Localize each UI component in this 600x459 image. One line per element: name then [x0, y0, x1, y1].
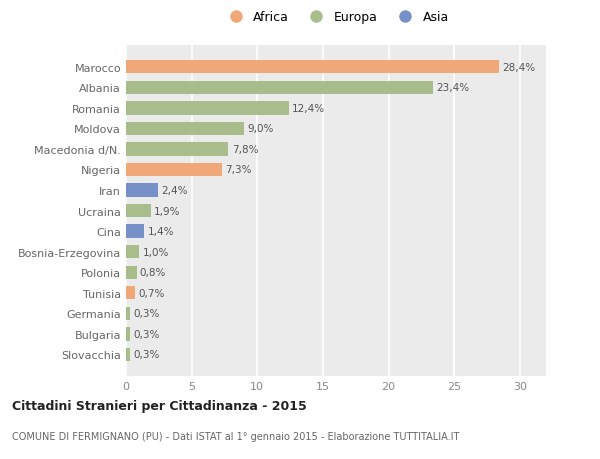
Text: 0,8%: 0,8%	[140, 268, 166, 278]
Bar	[126, 225, 145, 238]
Text: 2,4%: 2,4%	[161, 185, 187, 196]
Bar	[126, 204, 151, 218]
Bar	[126, 102, 289, 115]
Text: 1,0%: 1,0%	[142, 247, 169, 257]
Bar	[126, 286, 135, 300]
Text: 0,7%: 0,7%	[139, 288, 165, 298]
Text: 12,4%: 12,4%	[292, 104, 325, 113]
Text: 1,4%: 1,4%	[148, 227, 174, 237]
Text: 7,3%: 7,3%	[225, 165, 251, 175]
Bar	[126, 123, 244, 136]
Bar	[126, 348, 130, 361]
Text: 28,4%: 28,4%	[502, 62, 535, 73]
Text: COMUNE DI FERMIGNANO (PU) - Dati ISTAT al 1° gennaio 2015 - Elaborazione TUTTITA: COMUNE DI FERMIGNANO (PU) - Dati ISTAT a…	[12, 431, 460, 442]
Text: 1,9%: 1,9%	[154, 206, 181, 216]
Text: 0,3%: 0,3%	[133, 309, 160, 319]
Bar	[126, 143, 229, 156]
Bar	[126, 246, 139, 259]
Text: 23,4%: 23,4%	[436, 83, 470, 93]
Text: 0,3%: 0,3%	[133, 329, 160, 339]
Bar	[126, 81, 433, 95]
Text: 0,3%: 0,3%	[133, 350, 160, 360]
Bar	[126, 266, 137, 280]
Bar	[126, 307, 130, 320]
Bar	[126, 163, 222, 177]
Bar	[126, 61, 499, 74]
Legend: Africa, Europa, Asia: Africa, Europa, Asia	[218, 6, 454, 29]
Text: Cittadini Stranieri per Cittadinanza - 2015: Cittadini Stranieri per Cittadinanza - 2…	[12, 399, 307, 412]
Text: 9,0%: 9,0%	[247, 124, 274, 134]
Bar	[126, 328, 130, 341]
Bar	[126, 184, 157, 197]
Text: 7,8%: 7,8%	[232, 145, 258, 155]
